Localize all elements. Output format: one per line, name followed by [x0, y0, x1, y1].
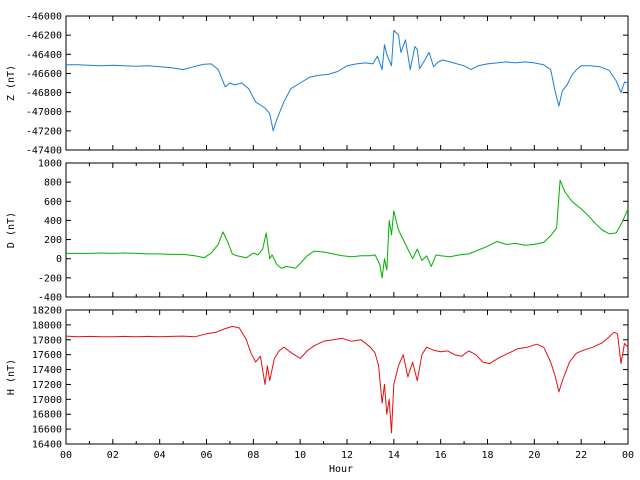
y-tick-label-z: -46200 — [26, 31, 62, 42]
y-tick-label-z: -46800 — [26, 88, 62, 99]
x-tick-label: 16 — [435, 450, 447, 461]
plot-frame-h — [65, 309, 629, 445]
y-tick-label-h: 17000 — [32, 395, 62, 406]
y-tick-label-h: 18200 — [32, 306, 62, 317]
x-tick-label: 14 — [388, 450, 400, 461]
plot-frame-z — [65, 15, 629, 151]
plot-frame-d — [65, 162, 629, 298]
y-tick-label-d: 400 — [44, 216, 62, 227]
x-tick-label: 00 — [60, 450, 72, 461]
x-tick-label: 18 — [481, 450, 493, 461]
x-tick-label: 08 — [247, 450, 259, 461]
y-tick-label-d: 600 — [44, 197, 62, 208]
x-tick-label: 02 — [107, 450, 119, 461]
y-tick-label-h: 16800 — [32, 410, 62, 421]
y-tick-label-z: -47000 — [26, 107, 62, 118]
y-tick-label-z: -47200 — [26, 126, 62, 137]
y-tick-label-h: 16600 — [32, 425, 62, 436]
series-line-d — [66, 179, 629, 279]
y-tick-label-d: -200 — [38, 273, 62, 284]
series-line-z — [66, 29, 629, 132]
series-line-h — [65, 325, 629, 434]
y-tick-label-z: -46400 — [26, 50, 62, 61]
y-tick-label-d: 0 — [56, 254, 62, 265]
x-tick-label: 00 — [622, 450, 634, 461]
x-tick-label: 20 — [528, 450, 540, 461]
x-tick-label: 22 — [575, 450, 587, 461]
y-tick-label-z: -46000 — [26, 12, 62, 23]
x-tick-label: 12 — [341, 450, 353, 461]
x-tick-label: 10 — [294, 450, 306, 461]
y-tick-label-d: -400 — [38, 293, 62, 304]
y-axis-label-h: H (nT) — [6, 359, 17, 395]
y-tick-label-z: -46600 — [26, 69, 62, 80]
x-tick-label: 04 — [154, 450, 166, 461]
y-tick-label-h: 16400 — [32, 440, 62, 451]
y-axis-label-d: D (nT) — [6, 212, 17, 248]
x-tick-label: 06 — [200, 450, 212, 461]
y-tick-label-h: 17800 — [32, 335, 62, 346]
y-tick-label-d: 800 — [44, 178, 62, 189]
y-tick-label-d: 1000 — [38, 159, 62, 170]
y-axis-label-z: Z (nT) — [6, 65, 17, 101]
y-tick-label-h: 17200 — [32, 380, 62, 391]
y-tick-label-h: 18000 — [32, 320, 62, 331]
y-tick-label-h: 17400 — [32, 365, 62, 376]
x-axis-label: Hour — [329, 464, 353, 475]
y-tick-label-d: 200 — [44, 235, 62, 246]
y-tick-label-z: -47400 — [26, 146, 62, 157]
y-tick-label-h: 17600 — [32, 350, 62, 361]
